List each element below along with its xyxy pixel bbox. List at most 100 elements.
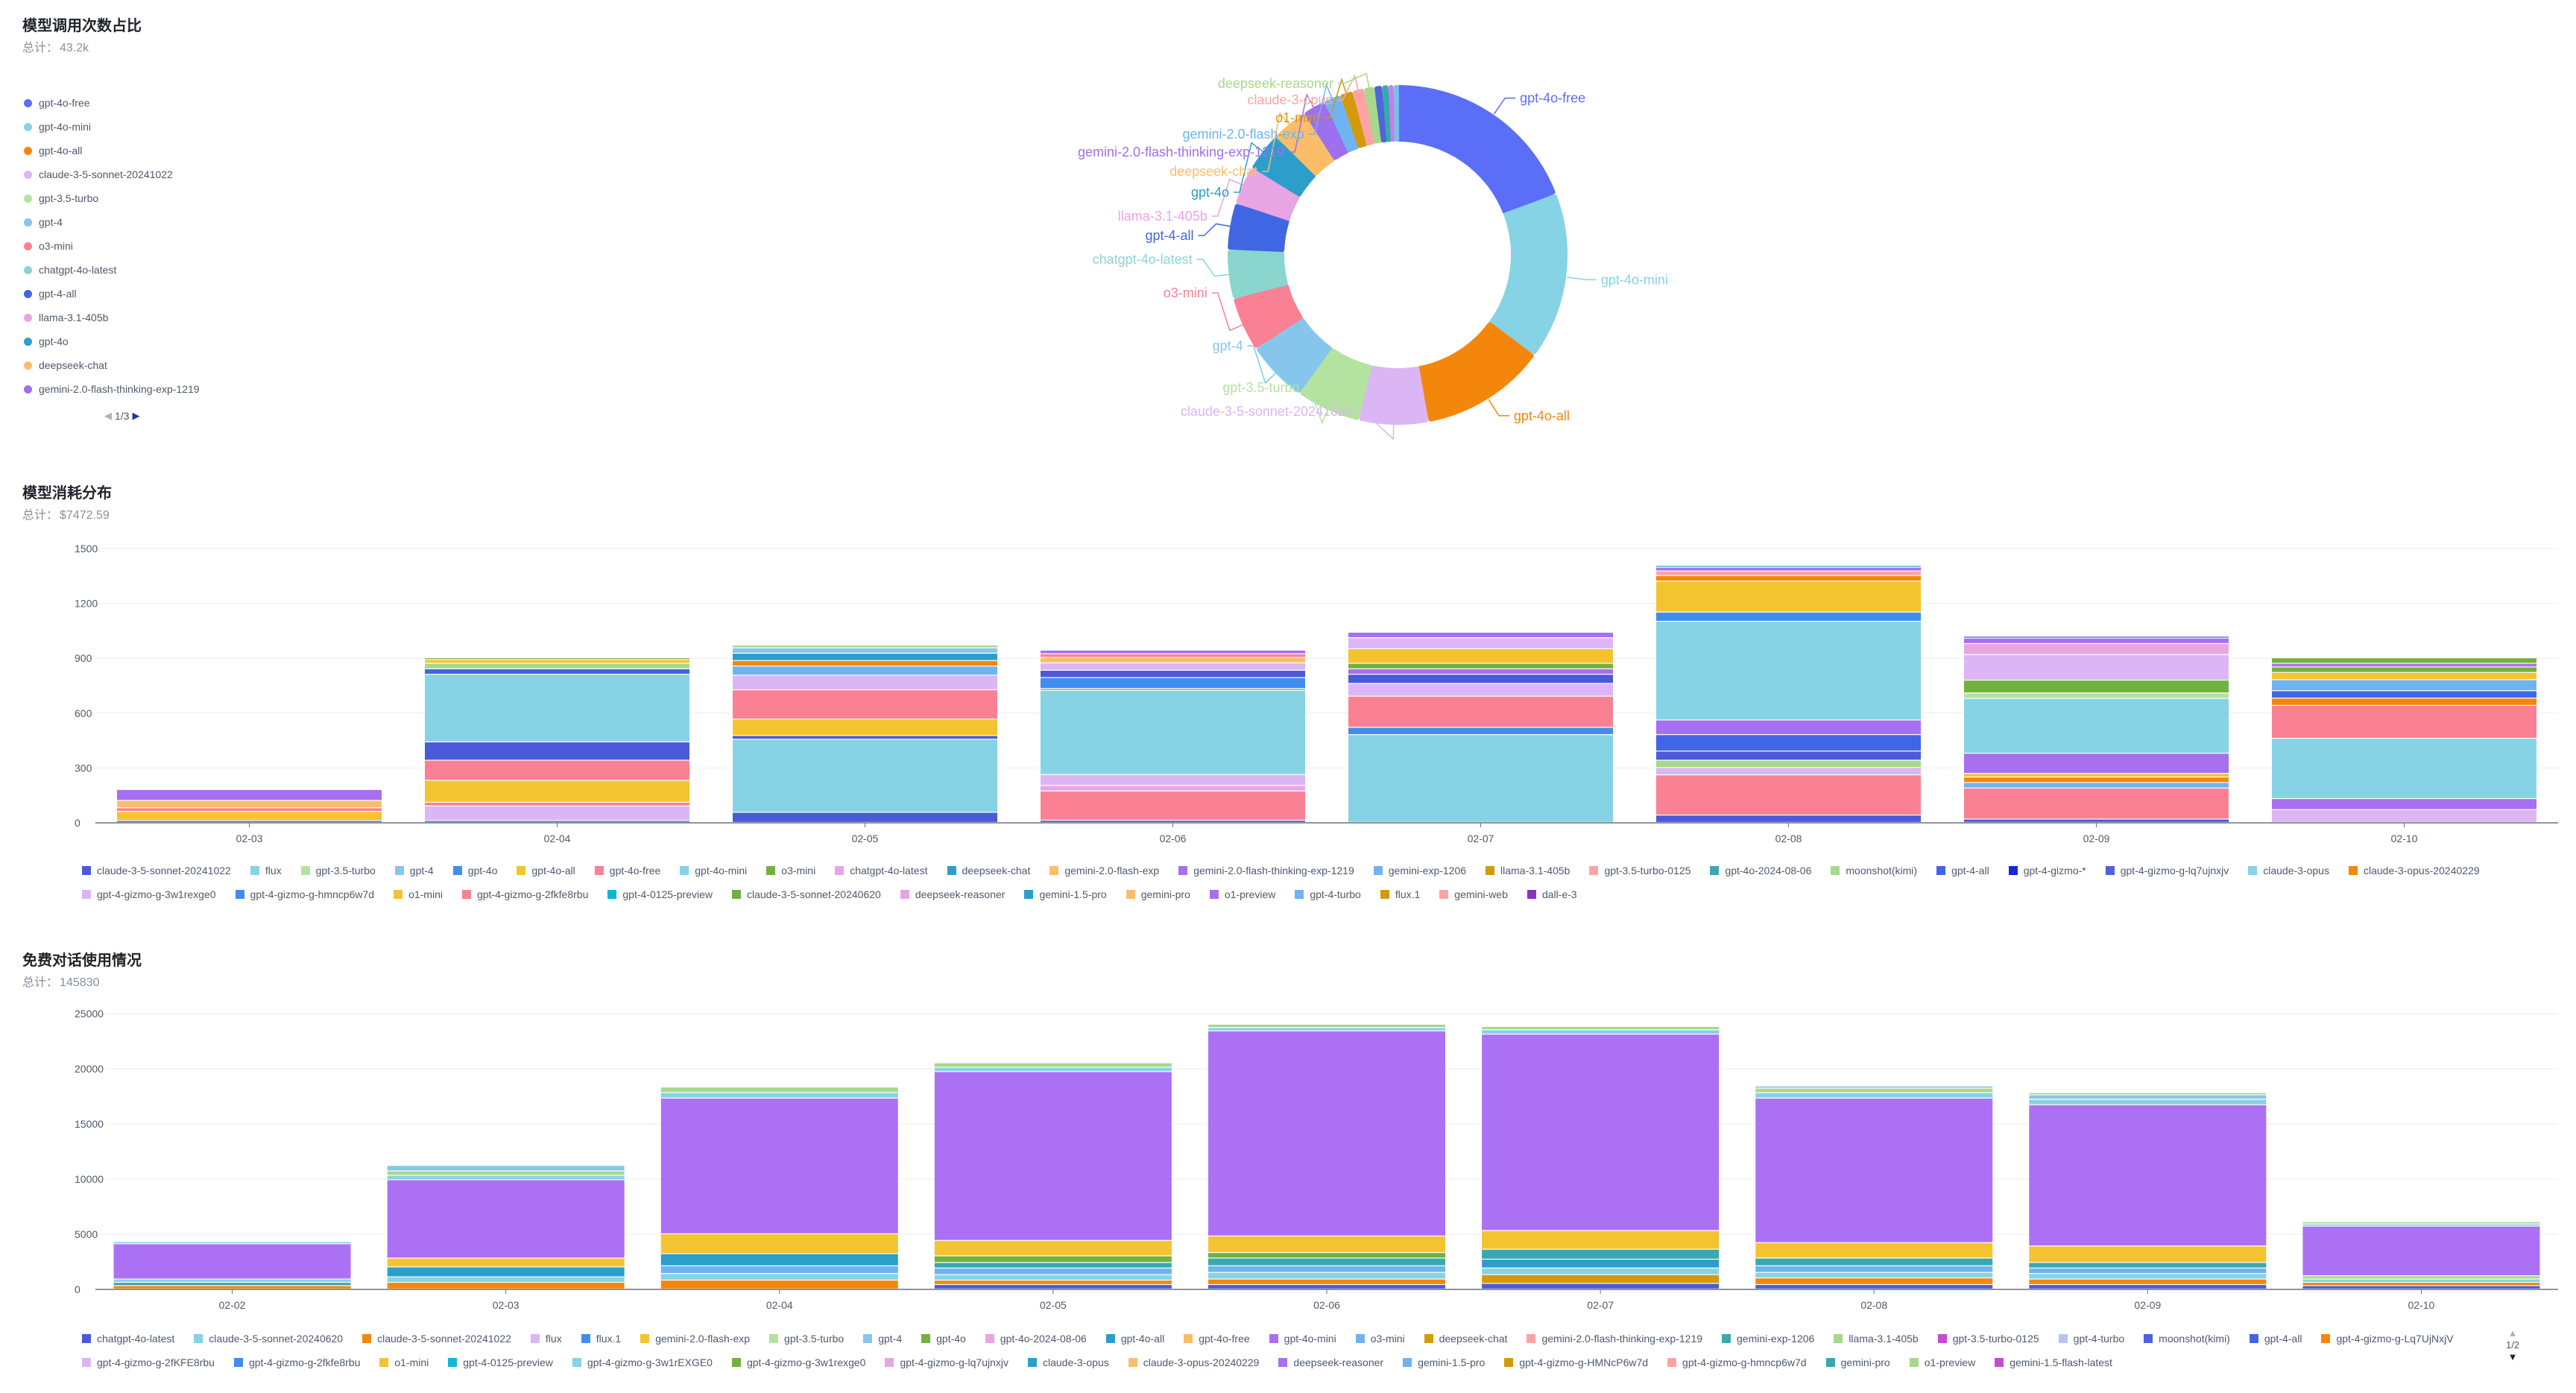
legend-item-claude-3-5-sonnet-20241022[interactable]: claude-3-5-sonnet-20241022 bbox=[82, 863, 231, 878]
bar-segment[interactable] bbox=[1348, 696, 1613, 727]
bar-segment[interactable] bbox=[2302, 1222, 2540, 1224]
bar-segment[interactable] bbox=[1348, 632, 1613, 638]
bar-segment[interactable] bbox=[2029, 1105, 2267, 1246]
bar-segment[interactable] bbox=[934, 1072, 1172, 1240]
bar-segment[interactable] bbox=[660, 1266, 898, 1274]
bar-segment[interactable] bbox=[425, 803, 689, 806]
legend-item-gpt-4o-all[interactable]: gpt-4o-all bbox=[24, 139, 200, 162]
pie-slice-other-18[interactable] bbox=[1382, 85, 1392, 142]
bar-segment[interactable] bbox=[1656, 735, 1921, 751]
legend-item-deepseek-chat[interactable]: deepseek-chat bbox=[1424, 1331, 1507, 1346]
bar-segment[interactable] bbox=[1041, 654, 1305, 657]
bar-segment[interactable] bbox=[934, 1285, 1172, 1289]
legend-item-dall-e-3[interactable]: dall-e-3 bbox=[1527, 887, 1577, 902]
legend-item-chatgpt-4o-latest[interactable]: chatgpt-4o-latest bbox=[82, 1331, 174, 1346]
legend-item-gemini-1-5-flash-latest[interactable]: gemini-1.5-flash-latest bbox=[1995, 1355, 2112, 1370]
legend-next-icon[interactable]: ▶ bbox=[132, 410, 140, 421]
bar-segment[interactable] bbox=[2029, 1263, 2267, 1268]
bar-segment[interactable] bbox=[1041, 774, 1305, 786]
legend-item-o1-mini[interactable]: o1-mini bbox=[379, 1355, 429, 1370]
legend-item-o3-mini[interactable]: o3-mini bbox=[766, 863, 815, 878]
legend-item-o3-mini[interactable]: o3-mini bbox=[1355, 1331, 1405, 1346]
bar-segment[interactable] bbox=[1208, 1028, 1445, 1031]
bar-segment[interactable] bbox=[1041, 786, 1305, 791]
bar-segment[interactable] bbox=[2302, 1276, 2540, 1279]
bar-segment[interactable] bbox=[2272, 799, 2536, 809]
bar-segment[interactable] bbox=[1755, 1272, 1993, 1277]
bar-segment[interactable] bbox=[425, 663, 689, 669]
pie-slice-claude-3-opus[interactable] bbox=[1353, 89, 1376, 146]
legend-item-gpt-4o-free[interactable]: gpt-4o-free bbox=[1184, 1331, 1250, 1346]
bar-segment[interactable] bbox=[387, 1283, 625, 1289]
bar-segment[interactable] bbox=[1208, 1279, 1445, 1284]
bar-segment[interactable] bbox=[1755, 1093, 1993, 1098]
legend-item-moonshot-kimi[interactable]: moonshot(kimi) bbox=[1831, 863, 1917, 878]
bar-segment[interactable] bbox=[1482, 1274, 1720, 1283]
legend-item-gpt-4o-free[interactable]: gpt-4o-free bbox=[24, 91, 200, 115]
legend-item-claude-3-opus-20240229[interactable]: claude-3-opus-20240229 bbox=[1128, 1355, 1259, 1370]
bar-segment[interactable] bbox=[113, 1283, 351, 1286]
bar-segment[interactable] bbox=[1656, 567, 1921, 571]
legend-item-gemini-web[interactable]: gemini-web bbox=[1439, 887, 1508, 902]
bar-segment[interactable] bbox=[1755, 1266, 1993, 1272]
pie-slice-gemini-2-0-flash-exp[interactable] bbox=[1325, 95, 1360, 153]
legend-item-claude-3-opus-20240229[interactable]: claude-3-opus-20240229 bbox=[2348, 863, 2480, 878]
bar-segment[interactable] bbox=[387, 1258, 625, 1267]
bar-segment[interactable] bbox=[1964, 788, 2229, 819]
bar-segment[interactable] bbox=[1348, 638, 1613, 648]
bar-segment[interactable] bbox=[1964, 693, 2229, 698]
bar-segment[interactable] bbox=[1041, 690, 1305, 774]
bar-segment[interactable] bbox=[425, 660, 689, 663]
bar-segment[interactable] bbox=[1656, 751, 1921, 760]
bar-segment[interactable] bbox=[1482, 1268, 1720, 1274]
bar-segment[interactable] bbox=[1964, 754, 2229, 774]
bar-segment[interactable] bbox=[113, 1279, 351, 1282]
bar-segment[interactable] bbox=[2272, 658, 2536, 663]
bar-segment[interactable] bbox=[733, 675, 997, 689]
bar-segment[interactable] bbox=[1348, 683, 1613, 696]
bar-segment[interactable] bbox=[733, 690, 997, 719]
legend-item-gpt-4-all[interactable]: gpt-4-all bbox=[24, 282, 200, 306]
bar-segment[interactable] bbox=[2302, 1226, 2540, 1276]
legend-item-gemini-exp-1206[interactable]: gemini-exp-1206 bbox=[1722, 1331, 1814, 1346]
bar-segment[interactable] bbox=[934, 1067, 1172, 1072]
bar-segment[interactable] bbox=[733, 812, 997, 822]
bar-segment[interactable] bbox=[387, 1277, 625, 1282]
bar-segment[interactable] bbox=[1348, 675, 1613, 683]
bar-segment[interactable] bbox=[1348, 735, 1613, 822]
legend-item-gpt-3-5-turbo[interactable]: gpt-3.5-turbo bbox=[769, 1331, 844, 1346]
legend-item-gpt-3-5-turbo[interactable]: gpt-3.5-turbo bbox=[24, 186, 200, 210]
bar-segment[interactable] bbox=[660, 1093, 898, 1098]
bar-segment[interactable] bbox=[934, 1240, 1172, 1256]
bar-segment[interactable] bbox=[1348, 648, 1613, 663]
bar-segment[interactable] bbox=[425, 675, 689, 742]
bar-segment[interactable] bbox=[1041, 657, 1305, 663]
bar-segment[interactable] bbox=[1041, 791, 1305, 820]
legend-item-gpt-4-gizmo-g-lq7ujnxjv[interactable]: gpt-4-gizmo-g-lq7ujnxjv bbox=[2105, 863, 2229, 878]
pie-slice-gpt-4o-mini[interactable] bbox=[1489, 194, 1568, 355]
pie-slice-chatgpt-4o-latest[interactable] bbox=[1228, 250, 1288, 299]
legend-item-gpt-4-gizmo-g-3w1rexge0[interactable]: gpt-4-gizmo-g-3w1rexge0 bbox=[82, 887, 216, 902]
pie-slice-gpt-4-all[interactable] bbox=[1228, 203, 1289, 253]
bar-segment[interactable] bbox=[113, 1286, 351, 1289]
legend-item-gpt-4-gizmo-g-hmncp6w7d[interactable]: gpt-4-gizmo-g-HMNcP6w7d bbox=[1504, 1355, 1648, 1370]
legend-item-claude-3-5-sonnet-20240620[interactable]: claude-3-5-sonnet-20240620 bbox=[732, 887, 881, 902]
bar-segment[interactable] bbox=[2029, 1274, 2267, 1279]
legend-item-gpt-4o-free[interactable]: gpt-4o-free bbox=[594, 863, 660, 878]
legend-item-gpt-3-5-turbo-0125[interactable]: gpt-3.5-turbo-0125 bbox=[1937, 1331, 2039, 1346]
legend-item-flux[interactable]: flux bbox=[250, 863, 282, 878]
pie-slice-other-20[interactable] bbox=[1393, 85, 1400, 142]
bar-segment[interactable] bbox=[2272, 667, 2536, 672]
bar-segment[interactable] bbox=[1755, 1278, 1993, 1284]
legend-item-deepseek-reasoner[interactable]: deepseek-reasoner bbox=[900, 887, 1005, 902]
legend-item-o1-mini[interactable]: o1-mini bbox=[394, 887, 443, 902]
legend-item-gemini-pro[interactable]: gemini-pro bbox=[1825, 1355, 1890, 1370]
legend-item-gpt-4-gizmo-g-lq7ujnxjv[interactable]: gpt-4-gizmo-g-lq7ujnxjv bbox=[885, 1355, 1008, 1370]
legend-item-llama-3-1-405b[interactable]: llama-3.1-405b bbox=[1834, 1331, 1919, 1346]
bar-segment[interactable] bbox=[660, 1254, 898, 1266]
bar-segment[interactable] bbox=[113, 1242, 351, 1244]
legend-item-gpt-4-gizmo-g-3w1rexge0[interactable]: gpt-4-gizmo-g-3w1rexge0 bbox=[731, 1355, 865, 1370]
pie-slice-gemini-2-0-flash-thinking-exp-1219[interactable] bbox=[1304, 102, 1349, 160]
pie-slice-gpt-3-5-turbo[interactable] bbox=[1300, 347, 1372, 420]
bar-segment[interactable] bbox=[1041, 821, 1305, 822]
